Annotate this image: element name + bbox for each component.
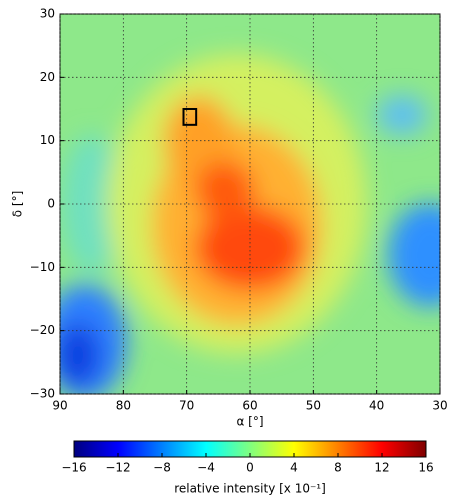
x-tick-label: 60 xyxy=(242,399,257,413)
y-tick-label: 10 xyxy=(40,133,55,147)
y-tick-label: −20 xyxy=(30,323,55,337)
colorbar-tick-label: −4 xyxy=(197,461,215,475)
y-tick-label: 30 xyxy=(40,7,55,21)
x-tick-label: 70 xyxy=(179,399,194,413)
y-tick-label: −30 xyxy=(30,387,55,401)
x-tick-label: 80 xyxy=(116,399,131,413)
x-tick-label: 30 xyxy=(432,399,447,413)
colorbar-label: relative intensity [x 10⁻¹] xyxy=(174,482,326,496)
x-axis-label: α [°] xyxy=(236,415,263,429)
colorbar-tick-label: −8 xyxy=(153,461,171,475)
colorbar-tick-label: 0 xyxy=(246,461,254,475)
x-tick-label: 50 xyxy=(306,399,321,413)
colorbar-tick-label: 4 xyxy=(290,461,298,475)
y-tick-label: 0 xyxy=(47,197,55,211)
colorbar-tick-label: 16 xyxy=(418,461,433,475)
colorbar-tick-label: −16 xyxy=(61,461,86,475)
x-tick-label: 90 xyxy=(52,399,67,413)
heatmap-image xyxy=(60,14,440,394)
colorbar-tick-label: 8 xyxy=(334,461,342,475)
y-axis-label: δ [°] xyxy=(11,191,25,218)
highlight-box xyxy=(182,108,198,126)
colorbar-tick-label: −12 xyxy=(105,461,130,475)
x-tick-label: 40 xyxy=(369,399,384,413)
y-tick-label: 20 xyxy=(40,70,55,84)
y-tick-label: −10 xyxy=(30,260,55,274)
colorbar-tick-label: 12 xyxy=(374,461,389,475)
